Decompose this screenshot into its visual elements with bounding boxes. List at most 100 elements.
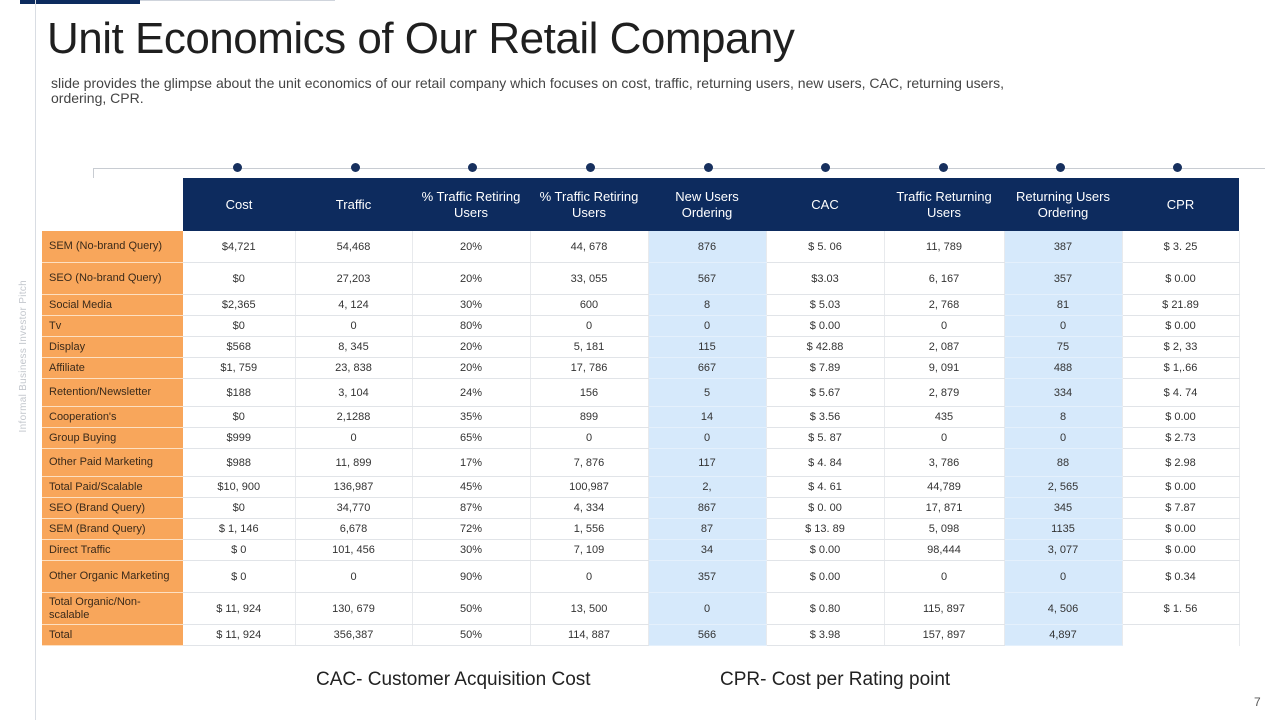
table-cell: 115 xyxy=(648,336,767,358)
table-cell: 4,897 xyxy=(1004,624,1123,646)
table-cell: 80% xyxy=(412,315,531,337)
timeline-dot xyxy=(233,163,242,172)
header-traffic-returning-users: Traffic Returning Users xyxy=(884,178,1004,231)
table-cell: $988 xyxy=(183,448,296,477)
table-cell: $ 2.73 xyxy=(1122,427,1240,449)
table-cell: 4, 124 xyxy=(295,294,413,316)
row-label: SEM (No-brand Query) xyxy=(42,231,183,263)
table-cell: $ 5. 06 xyxy=(766,231,885,263)
table-cell: $ 4. 61 xyxy=(766,476,885,498)
table-cell: $ 3. 25 xyxy=(1122,231,1240,263)
table-cell: 1, 556 xyxy=(530,518,649,540)
table-cell: 156 xyxy=(530,378,649,407)
table-cell: $4,721 xyxy=(183,231,296,263)
timeline-dot xyxy=(704,163,713,172)
table-cell: 0 xyxy=(648,427,767,449)
table-cell: 65% xyxy=(412,427,531,449)
table-cell: 54,468 xyxy=(295,231,413,263)
row-label: Social Media xyxy=(42,294,183,316)
table-cell: $ 11, 924 xyxy=(183,592,296,625)
table-cell: $ 11, 924 xyxy=(183,624,296,646)
table-cell: $ 0.00 xyxy=(1122,476,1240,498)
table-cell: 17, 786 xyxy=(530,357,649,379)
table-cell: 7, 109 xyxy=(530,539,649,561)
table-cell: 30% xyxy=(412,539,531,561)
table-cell: $ 0.00 xyxy=(1122,315,1240,337)
table-cell: 35% xyxy=(412,406,531,428)
row-label: Group Buying xyxy=(42,427,183,449)
row-label: Display xyxy=(42,336,183,358)
table-cell: $ 0.00 xyxy=(1122,262,1240,295)
table-cell: 3, 786 xyxy=(884,448,1005,477)
table-cell: 4, 506 xyxy=(1004,592,1123,625)
table-cell: 0 xyxy=(648,592,767,625)
table-cell: $ 13. 89 xyxy=(766,518,885,540)
table-cell: 88 xyxy=(1004,448,1123,477)
table-row: Total Paid/Scalable $10, 900 136,987 45% 100… xyxy=(42,476,1240,498)
table-cell: 7, 876 xyxy=(530,448,649,477)
table-row: Other Organic Marketing $ 0 0 90% 0 357 $ 0.00… xyxy=(42,560,1240,593)
table-cell: 101, 456 xyxy=(295,539,413,561)
row-label: Affiliate xyxy=(42,357,183,379)
table-cell: 24% xyxy=(412,378,531,407)
slide-title: Unit Economics of Our Retail Company xyxy=(47,14,795,63)
table-cell: $ 1, 146 xyxy=(183,518,296,540)
table-cell: $ 0 xyxy=(183,539,296,561)
header-cpr: CPR xyxy=(1122,178,1239,231)
table-cell: 130, 679 xyxy=(295,592,413,625)
table-cell: $ 5.67 xyxy=(766,378,885,407)
table-cell: 90% xyxy=(412,560,531,593)
row-label: Total Organic/Non-scalable xyxy=(42,592,183,625)
table-cell: 87 xyxy=(648,518,767,540)
accent-bar xyxy=(20,0,140,4)
table-cell: $ 1. 56 xyxy=(1122,592,1240,625)
header-cac: CAC xyxy=(766,178,884,231)
table-cell: 357 xyxy=(648,560,767,593)
row-label: Other Organic Marketing xyxy=(42,560,183,593)
table-row: SEO (No-brand Query) $0 27,203 20% 33, 055 56… xyxy=(42,262,1240,295)
table-cell: 3, 104 xyxy=(295,378,413,407)
table-cell: 2, xyxy=(648,476,767,498)
table-cell: 6, 167 xyxy=(884,262,1005,295)
table-cell: 357 xyxy=(1004,262,1123,295)
row-label: Direct Traffic xyxy=(42,539,183,561)
table-row: SEO (Brand Query) $0 34,770 87% 4, 334 867 $ 0… xyxy=(42,497,1240,519)
table-cell: 0 xyxy=(295,427,413,449)
timeline-dot xyxy=(586,163,595,172)
table-cell: $ 7.87 xyxy=(1122,497,1240,519)
table-cell: 34 xyxy=(648,539,767,561)
table-cell: 1135 xyxy=(1004,518,1123,540)
table-cell: $ 3.56 xyxy=(766,406,885,428)
cpr-definition: CPR- Cost per Rating point xyxy=(720,669,951,690)
table-cell: 136,987 xyxy=(295,476,413,498)
row-label: Other Paid Marketing xyxy=(42,448,183,477)
table-cell: 6,678 xyxy=(295,518,413,540)
table-cell: 0 xyxy=(884,427,1005,449)
table-cell: 17% xyxy=(412,448,531,477)
table-cell: 2,1288 xyxy=(295,406,413,428)
table-cell: 5 xyxy=(648,378,767,407)
table-cell: 44, 678 xyxy=(530,231,649,263)
table-cell: 899 xyxy=(530,406,649,428)
left-divider xyxy=(35,0,36,720)
table-cell: $3.03 xyxy=(766,262,885,295)
table-cell: $ 5.03 xyxy=(766,294,885,316)
table-cell: 0 xyxy=(884,560,1005,593)
table-cell: 20% xyxy=(412,357,531,379)
table-cell: 34,770 xyxy=(295,497,413,519)
table-cell: $ 0 xyxy=(183,560,296,593)
table-cell: 72% xyxy=(412,518,531,540)
table-cell: 117 xyxy=(648,448,767,477)
header-new-users-ordering: New Users Ordering xyxy=(648,178,766,231)
table-cell: 81 xyxy=(1004,294,1123,316)
table-cell: $ 0.00 xyxy=(1122,539,1240,561)
row-label: Tv xyxy=(42,315,183,337)
accent-line xyxy=(140,0,335,1)
table-cell: $188 xyxy=(183,378,296,407)
table-cell: $ 0.34 xyxy=(1122,560,1240,593)
page-number: 7 xyxy=(1254,695,1261,709)
table-cell: 0 xyxy=(884,315,1005,337)
table-cell: $ 7.89 xyxy=(766,357,885,379)
table-cell: 44,789 xyxy=(884,476,1005,498)
table-cell: $ 0.00 xyxy=(766,539,885,561)
